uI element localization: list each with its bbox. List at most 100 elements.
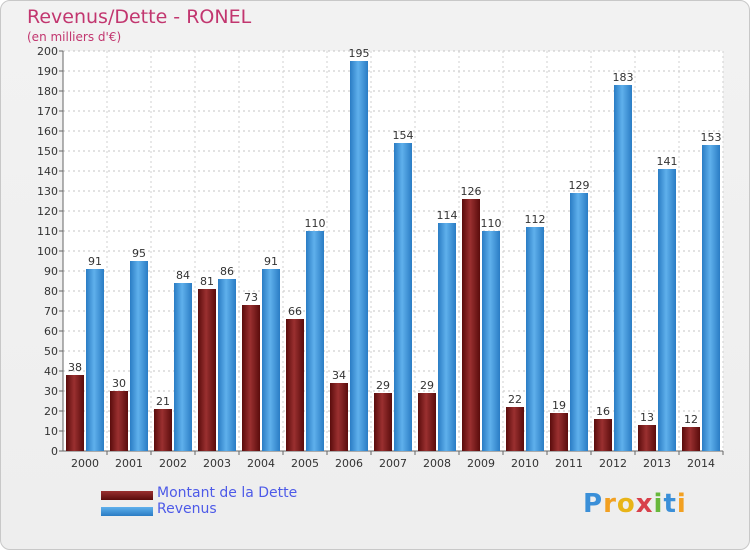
x-tick-label: 2003 bbox=[203, 457, 231, 470]
y-tick-label: 40 bbox=[44, 365, 58, 378]
data-label-revenue: 84 bbox=[176, 269, 190, 282]
bar-debt bbox=[594, 419, 612, 451]
bar-debt bbox=[506, 407, 524, 451]
bar-debt bbox=[418, 393, 436, 451]
bar-debt bbox=[550, 413, 568, 451]
bar-revenue bbox=[614, 85, 632, 451]
x-tick-label: 2010 bbox=[511, 457, 539, 470]
data-label-revenue: 112 bbox=[525, 213, 546, 226]
bar-revenue bbox=[482, 231, 500, 451]
x-tick-label: 2012 bbox=[599, 457, 627, 470]
bar-debt bbox=[638, 425, 656, 451]
x-tick-label: 2007 bbox=[379, 457, 407, 470]
y-tick-label: 150 bbox=[37, 145, 58, 158]
data-label-revenue: 129 bbox=[569, 179, 590, 192]
bar-revenue bbox=[174, 283, 192, 451]
y-tick-label: 70 bbox=[44, 305, 58, 318]
bar-revenue bbox=[262, 269, 280, 451]
y-tick-label: 90 bbox=[44, 265, 58, 278]
data-label-debt: 22 bbox=[508, 393, 522, 406]
data-label-revenue: 114 bbox=[437, 209, 458, 222]
grid-lines bbox=[62, 50, 724, 452]
bar-revenue bbox=[658, 169, 676, 451]
y-tick-label: 180 bbox=[37, 85, 58, 98]
data-label-debt: 16 bbox=[596, 405, 610, 418]
bar-revenue bbox=[526, 227, 544, 451]
x-tick-label: 2014 bbox=[687, 457, 715, 470]
data-label-debt: 19 bbox=[552, 399, 566, 412]
logo-letter: o bbox=[616, 489, 636, 519]
data-label-debt: 21 bbox=[156, 395, 170, 408]
data-label-debt: 30 bbox=[112, 377, 126, 390]
logo-letter: r bbox=[603, 489, 617, 519]
data-label-revenue: 110 bbox=[481, 217, 502, 230]
y-tick-label: 100 bbox=[37, 245, 58, 258]
data-label-debt: 12 bbox=[684, 413, 698, 426]
x-tick-label: 2006 bbox=[335, 457, 363, 470]
data-label-revenue: 110 bbox=[305, 217, 326, 230]
y-tick-label: 0 bbox=[51, 445, 58, 458]
legend-label-revenue: Revenus bbox=[157, 501, 217, 517]
bar-debt bbox=[286, 319, 304, 451]
y-tick-label: 20 bbox=[44, 405, 58, 418]
x-tick-label: 2002 bbox=[159, 457, 187, 470]
x-tick-label: 2013 bbox=[643, 457, 671, 470]
chart-title: Revenus/Dette - RONEL bbox=[27, 6, 252, 28]
y-tick-label: 160 bbox=[37, 125, 58, 138]
y-tick-label: 10 bbox=[44, 425, 58, 438]
bar-revenue bbox=[438, 223, 456, 451]
data-label-debt: 13 bbox=[640, 411, 654, 424]
data-label-revenue: 91 bbox=[88, 255, 102, 268]
bar-revenue bbox=[218, 279, 236, 451]
bar-debt bbox=[330, 383, 348, 451]
bar-revenue bbox=[130, 261, 148, 451]
logo-letter: t bbox=[663, 489, 677, 519]
y-tick-label: 140 bbox=[37, 165, 58, 178]
data-label-revenue: 195 bbox=[349, 47, 370, 60]
data-labels: 38 91 30 95 21 84 81 86 73 91 66 110 34 195 29 154 29 114… bbox=[68, 47, 722, 426]
legend-label-debt: Montant de la Dette bbox=[157, 485, 298, 501]
x-tick-label: 2005 bbox=[291, 457, 319, 470]
bar-debt bbox=[110, 391, 128, 451]
logo-letter: x bbox=[635, 489, 654, 519]
data-label-debt: 34 bbox=[332, 369, 346, 382]
data-label-debt: 73 bbox=[244, 291, 258, 304]
chart-subtitle: (en milliers d'€) bbox=[27, 30, 122, 44]
bar-revenue bbox=[394, 143, 412, 451]
data-label-revenue: 153 bbox=[701, 131, 722, 144]
data-label-revenue: 91 bbox=[264, 255, 278, 268]
bar-debt bbox=[374, 393, 392, 451]
logo-letter: P bbox=[583, 489, 604, 519]
y-tick-label: 60 bbox=[44, 325, 58, 338]
bar-revenue bbox=[86, 269, 104, 451]
bar-revenue bbox=[702, 145, 720, 451]
bar-revenue bbox=[306, 231, 324, 451]
legend-swatch-debt bbox=[101, 491, 153, 500]
bar-debt bbox=[682, 427, 700, 451]
data-label-debt: 29 bbox=[376, 379, 390, 392]
bar-debt bbox=[462, 199, 480, 451]
data-label-debt: 81 bbox=[200, 275, 214, 288]
bar-revenue bbox=[570, 193, 588, 451]
data-label-debt: 66 bbox=[288, 305, 302, 318]
logo-letter: i bbox=[676, 489, 687, 519]
x-tick-label: 2009 bbox=[467, 457, 495, 470]
bar-revenue bbox=[350, 61, 368, 451]
legend-swatch-revenue bbox=[101, 507, 153, 516]
y-tick-label: 130 bbox=[37, 185, 58, 198]
data-label-revenue: 95 bbox=[132, 247, 146, 260]
y-tick-label: 50 bbox=[44, 345, 58, 358]
axes: 0 10 20 30 40 50 60 70 80 90 100 110 120 130 140 150 160… bbox=[37, 45, 724, 470]
x-tick-label: 2001 bbox=[115, 457, 143, 470]
y-tick-label: 120 bbox=[37, 205, 58, 218]
bar-debt bbox=[66, 375, 84, 451]
y-tick-label: 30 bbox=[44, 385, 58, 398]
bars bbox=[66, 61, 720, 451]
bar-debt bbox=[154, 409, 172, 451]
data-label-revenue: 154 bbox=[393, 129, 414, 142]
bar-debt bbox=[198, 289, 216, 451]
x-tick-label: 2011 bbox=[555, 457, 583, 470]
data-label-debt: 29 bbox=[420, 379, 434, 392]
